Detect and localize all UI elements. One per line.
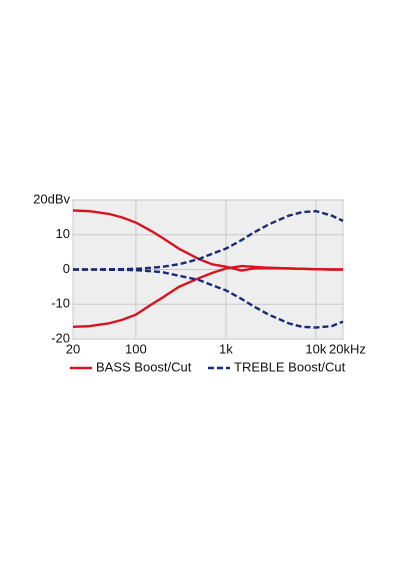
series-line — [72, 264, 343, 329]
x-tick-label: 20 — [66, 341, 80, 356]
x-tick-label: 10k — [305, 341, 326, 356]
x-tick-label: 100 — [125, 341, 147, 356]
x-tick-label: 1k — [219, 341, 233, 356]
legend-label: TREBLE Boost/Cut — [234, 359, 346, 374]
y-tick-label: -20 — [51, 330, 70, 345]
y-tick-label: 0 — [63, 261, 70, 276]
y-tick-label: -10 — [51, 296, 70, 311]
legend-label: BASS Boost/Cut — [96, 359, 192, 374]
y-tick-label: 20dBv — [33, 191, 70, 206]
series-line — [73, 268, 344, 329]
y-tick-label: 10 — [56, 226, 70, 241]
x-tick-label: 20kHz — [329, 341, 366, 356]
